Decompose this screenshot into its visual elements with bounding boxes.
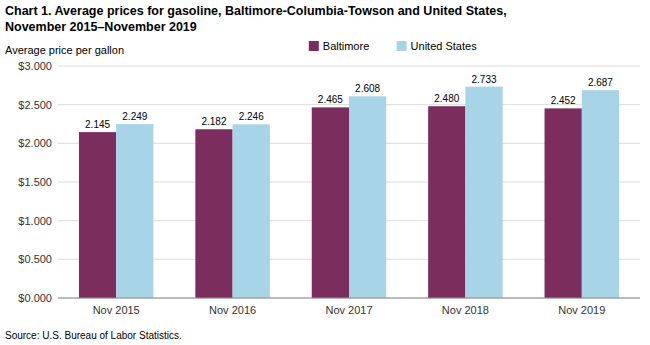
y-tick-label: $2.500 bbox=[18, 99, 52, 111]
data-label: 2.182 bbox=[201, 116, 226, 127]
source-note: Source: U.S. Bureau of Labor Statistics. bbox=[5, 330, 182, 341]
grid-line bbox=[58, 66, 640, 67]
legend-swatch bbox=[309, 41, 319, 51]
bars bbox=[79, 87, 619, 298]
legend-label: Baltimore bbox=[323, 40, 369, 52]
data-label: 2.687 bbox=[588, 77, 613, 88]
legend: Baltimore United States bbox=[309, 40, 477, 52]
y-axis-label: Average price per gallon bbox=[5, 44, 124, 56]
bar bbox=[465, 87, 502, 298]
data-label: 2.733 bbox=[472, 74, 497, 85]
data-label: 2.608 bbox=[355, 83, 380, 94]
data-label: 2.246 bbox=[239, 111, 264, 122]
data-label: 2.480 bbox=[434, 93, 459, 104]
legend-label: United States bbox=[411, 40, 478, 52]
y-tick-label: $1.000 bbox=[18, 215, 52, 227]
bar bbox=[428, 106, 465, 298]
title: November 2015–November 2019 bbox=[5, 20, 197, 34]
title: Chart 1. Average prices for gasoline, Ba… bbox=[5, 4, 507, 18]
bar bbox=[79, 132, 116, 298]
bar bbox=[582, 90, 619, 298]
x-tick-label: Nov 2019 bbox=[558, 304, 605, 316]
y-tick-label: $3.000 bbox=[18, 60, 52, 72]
data-label: 2.465 bbox=[318, 94, 343, 105]
x-tick-label: Nov 2016 bbox=[209, 304, 256, 316]
bar bbox=[233, 124, 270, 298]
x-tick-label: Nov 2017 bbox=[325, 304, 372, 316]
grid-line bbox=[58, 298, 640, 299]
data-label: 2.452 bbox=[551, 95, 576, 106]
x-tick-label: Nov 2015 bbox=[93, 304, 140, 316]
bar bbox=[116, 124, 153, 298]
bar bbox=[195, 129, 232, 298]
data-label: 2.249 bbox=[122, 111, 147, 122]
x-tick-label: Nov 2018 bbox=[442, 304, 489, 316]
x-axis-line bbox=[58, 298, 640, 299]
data-label: 2.145 bbox=[85, 119, 110, 130]
chart: Chart 1. Average prices for gasoline, Ba… bbox=[0, 0, 650, 345]
bar bbox=[545, 108, 582, 298]
y-tick-label: $1.500 bbox=[18, 176, 52, 188]
bar bbox=[349, 96, 386, 298]
legend-swatch bbox=[397, 41, 407, 51]
y-tick-label: $0.000 bbox=[18, 292, 52, 304]
y-tick-label: $2.000 bbox=[18, 137, 52, 149]
y-tick-label: $0.500 bbox=[18, 253, 52, 265]
bar bbox=[312, 107, 349, 298]
